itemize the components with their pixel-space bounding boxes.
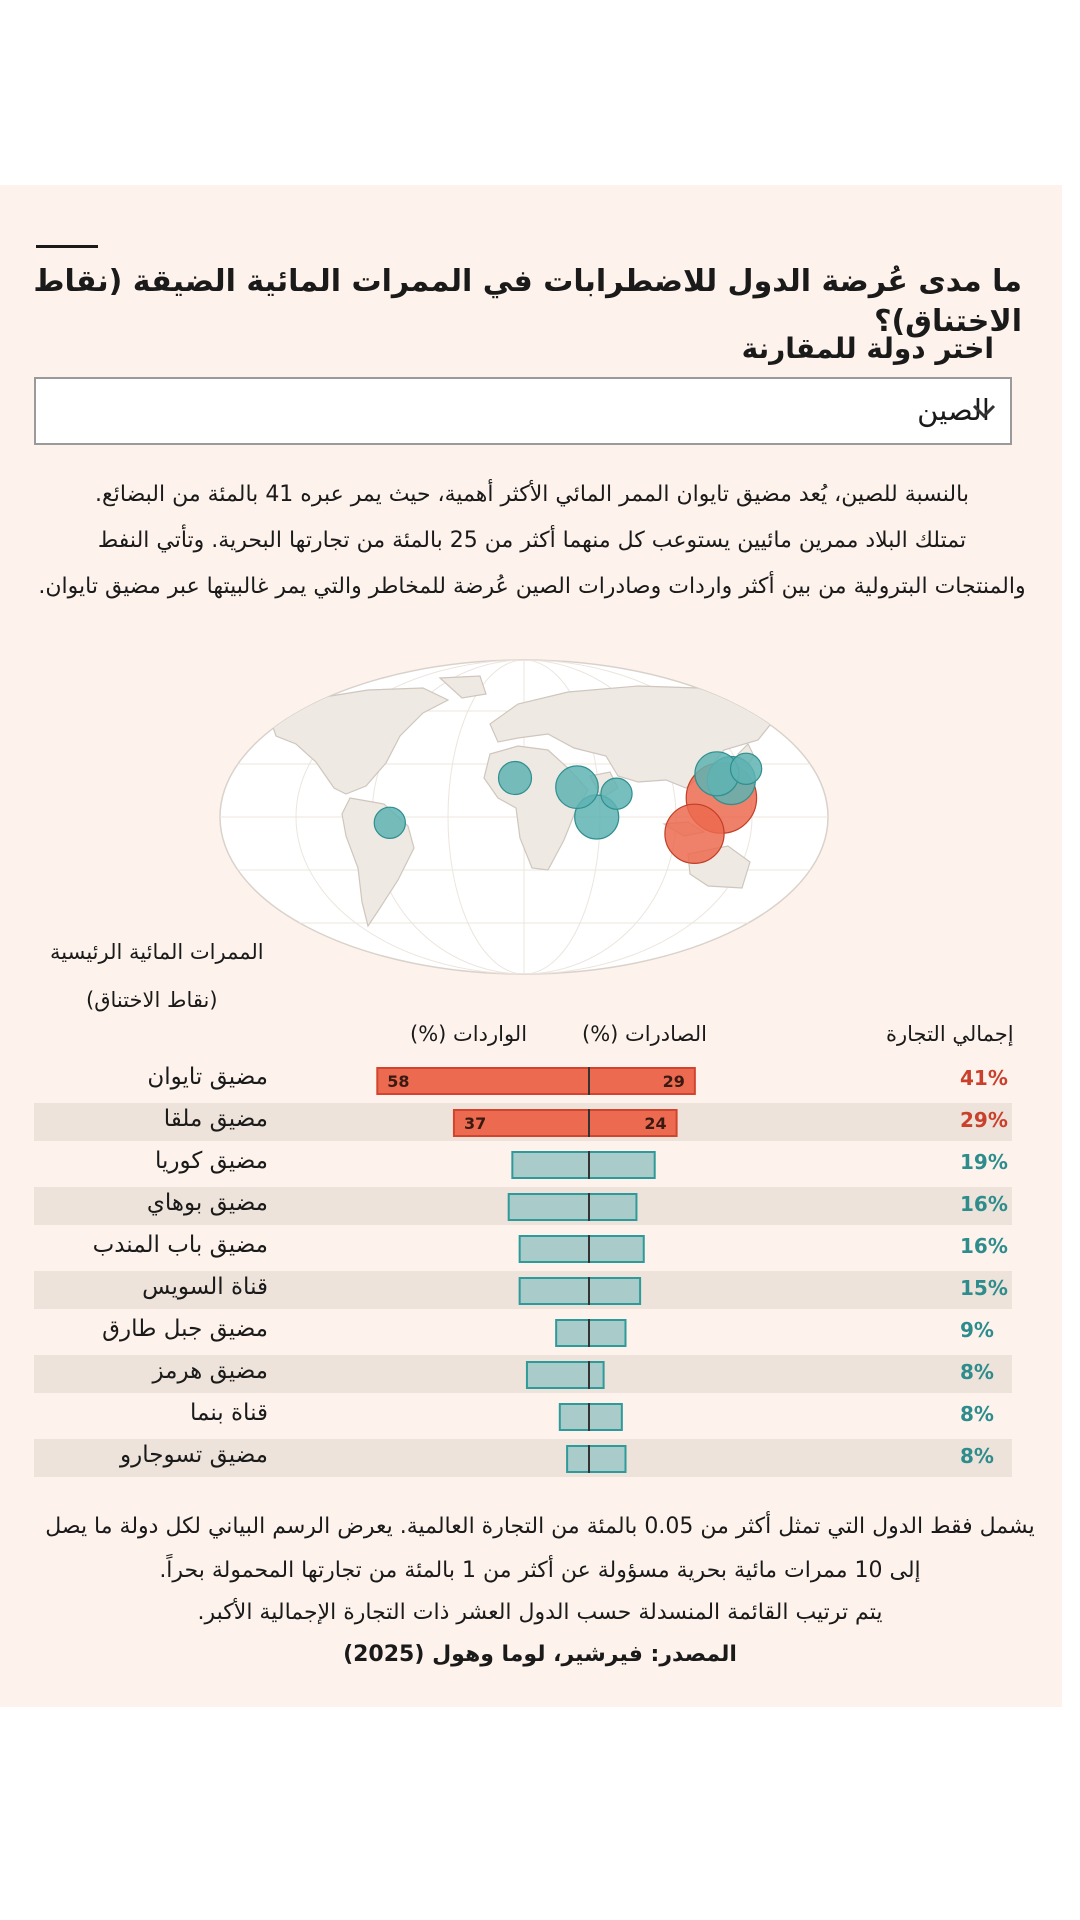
chokepoint-name: مضيق كوريا (154, 1148, 268, 1174)
waterways-header: الممرات المائية الرئيسية (50, 940, 264, 964)
chokepoint-name: مضيق جبل طارق (102, 1316, 268, 1342)
world-map (219, 659, 829, 975)
total-trade-value: 19% (960, 1150, 1008, 1174)
total-trade-value: 15% (960, 1276, 1008, 1300)
total-trade-value: 16% (960, 1192, 1008, 1216)
waterways-subheader: (نقاط الاختناق) (86, 988, 218, 1012)
imports-header: الواردات (%) (410, 1022, 528, 1046)
chokepoint-name: مضيق ملقا (163, 1106, 268, 1132)
title-rule (36, 245, 98, 248)
map-marker (600, 777, 633, 810)
page-title: ما مدى عُرضة الدول للاضطرابات في الممرات… (33, 264, 1022, 339)
map-marker (555, 765, 599, 810)
country-select-label: اختر دولة للمقارنة (741, 332, 994, 365)
chevron-down-icon[interactable] (968, 395, 1000, 427)
map-marker (373, 806, 406, 839)
description-line: تمتلك البلاد ممرين مائيين يستوعب كل منهم… (97, 528, 967, 553)
map-marker (664, 803, 725, 864)
chokepoint-name: مضيق بوهاي (146, 1190, 268, 1216)
chokepoint-name: مضيق باب المندب (92, 1232, 268, 1258)
map-marker (729, 752, 763, 786)
total-trade-value: 8% (960, 1402, 994, 1426)
row-stripe (34, 1355, 1012, 1393)
total-trade-value: 8% (960, 1444, 994, 1468)
footnote-line: إلى 10 ممرات مائية بحرية مسؤولة عن أكثر … (159, 1558, 921, 1583)
chokepoint-name: قناة السويس (142, 1274, 268, 1300)
row-stripe (34, 1439, 1012, 1477)
total-trade-value: 9% (960, 1318, 994, 1342)
description-line: والمنتجات البترولية من بين أكثر واردات و… (38, 574, 1026, 599)
total-trade-value: 16% (960, 1234, 1008, 1258)
map-marker (497, 760, 533, 796)
description: بالنسبة للصين، يُعد مضيق تايوان الممر ال… (10, 472, 1054, 610)
total-trade-value: 41% (960, 1066, 1008, 1090)
footnote-line: يتم ترتيب القائمة المنسدلة حسب الدول الع… (197, 1600, 883, 1625)
exports-header: الصادرات (%) (582, 1022, 707, 1046)
total-trade-header: إجمالي التجارة (886, 1022, 1014, 1046)
description-line: بالنسبة للصين، يُعد مضيق تايوان الممر ال… (95, 482, 969, 507)
chokepoint-name: مضيق تايوان (147, 1064, 268, 1090)
chokepoint-markers (373, 751, 763, 864)
country-select[interactable]: الصين (34, 377, 1012, 445)
source-line: المصدر: فيرشير، لوما وهول (2025) (343, 1642, 737, 1667)
chokepoint-name: مضيق تسوجارو (120, 1442, 268, 1468)
total-trade-value: 8% (960, 1360, 994, 1384)
footnote-line: يشمل فقط الدول التي تمثل أكثر من 0.05 با… (45, 1514, 1035, 1539)
chokepoint-name: مضيق هرمز (152, 1358, 268, 1384)
total-trade-value: 29% (960, 1108, 1008, 1132)
chokepoint-name: قناة بنما (190, 1400, 268, 1426)
